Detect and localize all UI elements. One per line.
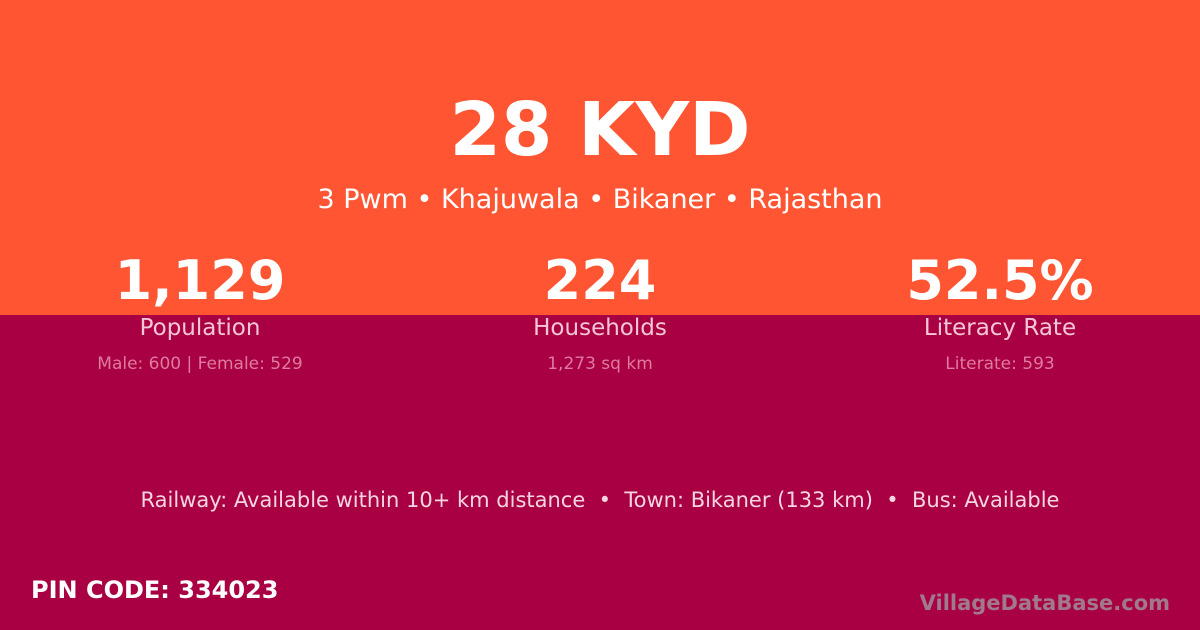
stat-value: 52.5%	[906, 249, 1094, 312]
location-breadcrumb: 3 Pwm • Khajuwala • Bikaner • Rajasthan	[317, 184, 883, 215]
stat-label: Literacy Rate	[923, 315, 1077, 341]
stat-detail: 1,273 sq km	[547, 354, 653, 374]
stat-value: 224	[543, 249, 657, 312]
connectivity-facts: Railway: Available within 10+ km distanc…	[140, 488, 1060, 512]
stat-population: 1,129 Population Male: 600 | Female: 529	[0, 250, 400, 376]
stat-households: 224 Households 1,273 sq km	[400, 250, 800, 376]
brand-watermark: VillageDataBase.com	[919, 591, 1170, 615]
stat-literacy: 52.5% Literacy Rate Literate: 593	[800, 250, 1200, 376]
pin-code: PIN CODE: 334023	[31, 576, 279, 604]
stat-label: Households	[533, 315, 667, 341]
stat-detail: Male: 600 | Female: 529	[97, 354, 303, 374]
stat-detail: Literate: 593	[945, 354, 1055, 374]
stat-value: 1,129	[114, 249, 286, 312]
village-title: 28 KYD	[449, 87, 751, 173]
footer-band	[0, 315, 1200, 630]
stat-label: Population	[139, 315, 261, 341]
header-band	[0, 0, 1200, 315]
